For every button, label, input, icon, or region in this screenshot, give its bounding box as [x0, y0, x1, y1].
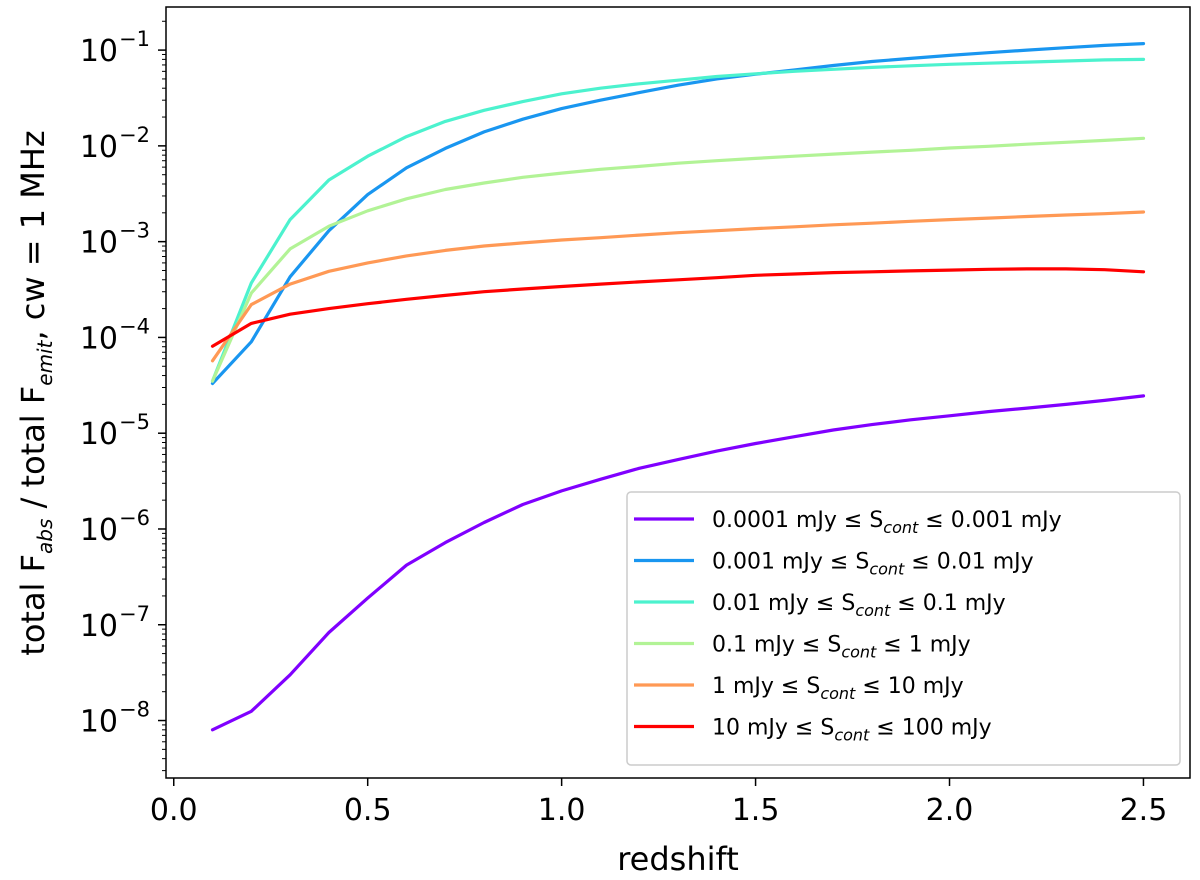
plot-frame: [165, 6, 1191, 779]
y-label-part-2: / total F: [14, 386, 52, 519]
legend-label-2: 0.001 mJy ≤ Scont ≤ 0.01 mJy: [712, 550, 1034, 579]
legend-label-text: 10 mJy ≤ S: [712, 716, 834, 741]
legend-label-text: ≤ 100 mJy: [869, 716, 991, 741]
legend-label-subscript: cont: [820, 684, 856, 703]
y-tick-exponent: −1: [119, 27, 150, 51]
y-axis: 10−810−710−610−510−410−310−210−1: [80, 20, 166, 772]
series-line-4: [210, 136, 1146, 383]
legend-label-text: ≤ 0.01 mJy: [904, 550, 1033, 575]
x-tick-label: 0.0: [150, 793, 198, 828]
series-line-1: [210, 394, 1146, 732]
legend-label-5: 1 mJy ≤ Scont ≤ 10 mJy: [712, 674, 964, 703]
series-line-3: [210, 57, 1146, 383]
y-tick-exponent: −6: [119, 506, 150, 530]
y-tick-label: 10: [80, 34, 118, 69]
y-tick-exponent: −8: [119, 698, 150, 722]
x-tick-label: 2.0: [926, 793, 974, 828]
y-label-sub-emit: emit: [33, 339, 57, 385]
y-tick-label: 10: [80, 226, 118, 261]
legend-label-subscript: cont: [855, 601, 891, 620]
legend-label-3: 0.01 mJy ≤ Scont ≤ 0.1 mJy: [712, 591, 1006, 620]
y-tick-label: 10: [80, 513, 118, 548]
legend-label-text: 0.1 mJy ≤ S: [712, 633, 841, 658]
x-tick-label: 1.0: [538, 793, 586, 828]
legend-label-text: 1 mJy ≤ S: [712, 674, 820, 699]
legend-label-text: ≤ 0.1 mJy: [890, 591, 1005, 616]
legend-label-text: ≤ 10 mJy: [855, 674, 963, 699]
series-line-6: [210, 267, 1146, 348]
legend-label-text: ≤ 0.001 mJy: [918, 508, 1061, 533]
y-tick-exponent: −7: [119, 602, 150, 626]
legend-label-text: 0.001 mJy ≤ S: [712, 550, 869, 575]
legend-label-text: 0.0001 mJy ≤ S: [712, 508, 883, 533]
y-tick-exponent: −5: [119, 410, 150, 434]
x-tick-label: 1.5: [732, 793, 780, 828]
y-tick-label: 10: [80, 609, 118, 644]
y-tick-exponent: −2: [119, 123, 150, 147]
y-label-part-3: , cw = 1 MHz: [14, 130, 52, 340]
y-tick-label: 10: [80, 130, 118, 165]
y-label-sub-abs: abs: [33, 519, 57, 554]
series-line-5: [210, 210, 1146, 363]
y-tick-exponent: −3: [119, 219, 150, 243]
y-tick-label: 10: [80, 417, 118, 452]
x-axis: 0.0 0.5 1.0 1.5 2.0 2.5: [150, 778, 1167, 828]
y-label-part-1: total F: [14, 554, 52, 656]
legend-label-subscript: cont: [883, 518, 919, 537]
legend-label-4: 0.1 mJy ≤ Scont ≤ 1 mJy: [712, 633, 971, 662]
y-axis-label: total Fabs / total Femit, cw = 1 MHz: [14, 130, 57, 655]
legend-label-6: 10 mJy ≤ Scont ≤ 100 mJy: [712, 716, 992, 745]
x-tick-label: 0.5: [344, 793, 392, 828]
legend-label-text: 0.01 mJy ≤ S: [712, 591, 855, 616]
series-line-2: [210, 41, 1146, 386]
y-tick-exponent: −4: [119, 314, 150, 338]
legend-label-text: ≤ 1 mJy: [876, 633, 970, 658]
series-layer: [210, 41, 1146, 732]
y-tick-label: 10: [80, 705, 118, 740]
legend-label-1: 0.0001 mJy ≤ Scont ≤ 0.001 mJy: [712, 508, 1062, 537]
legend-frame: [626, 491, 1181, 766]
legend-label-subscript: cont: [869, 560, 905, 579]
x-tick-label: 2.5: [1120, 793, 1168, 828]
x-axis-label: redshift: [617, 840, 739, 878]
legend-label-subscript: cont: [834, 726, 870, 745]
y-tick-label: 10: [80, 321, 118, 356]
legend-label-subscript: cont: [841, 643, 877, 662]
